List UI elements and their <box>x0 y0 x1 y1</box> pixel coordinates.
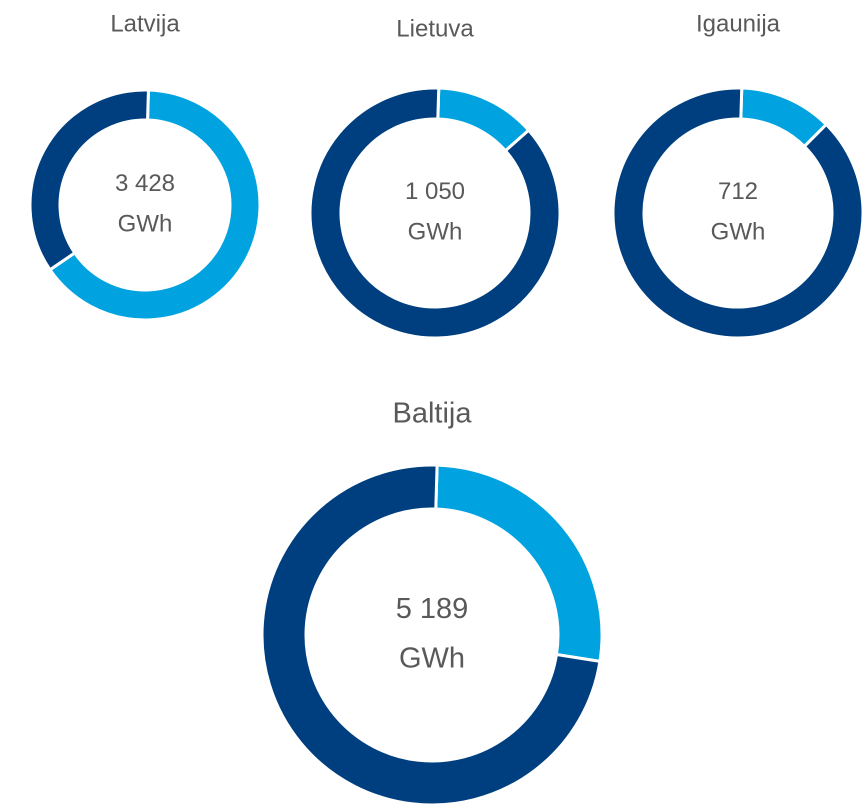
donut-segment <box>28 88 150 272</box>
donut-segment <box>434 463 604 664</box>
chart-title: Lietuva <box>396 15 474 42</box>
center-value: 3 428 <box>115 170 175 197</box>
center-unit: GWh <box>408 219 463 246</box>
center-unit: GWh <box>399 642 465 674</box>
donut-segment <box>308 86 562 340</box>
donut-segment <box>611 86 863 340</box>
donut-segment <box>260 463 602 807</box>
chart-title: Igaunija <box>696 10 781 37</box>
center-unit: GWh <box>711 219 766 246</box>
chart-title: Latvija <box>110 10 180 37</box>
donut-segment <box>47 88 262 322</box>
center-value: 712 <box>718 178 758 205</box>
center-value: 5 189 <box>396 593 469 625</box>
center-unit: GWh <box>118 211 173 238</box>
chart-title: Baltija <box>393 398 473 430</box>
center-value: 1 050 <box>405 178 465 205</box>
